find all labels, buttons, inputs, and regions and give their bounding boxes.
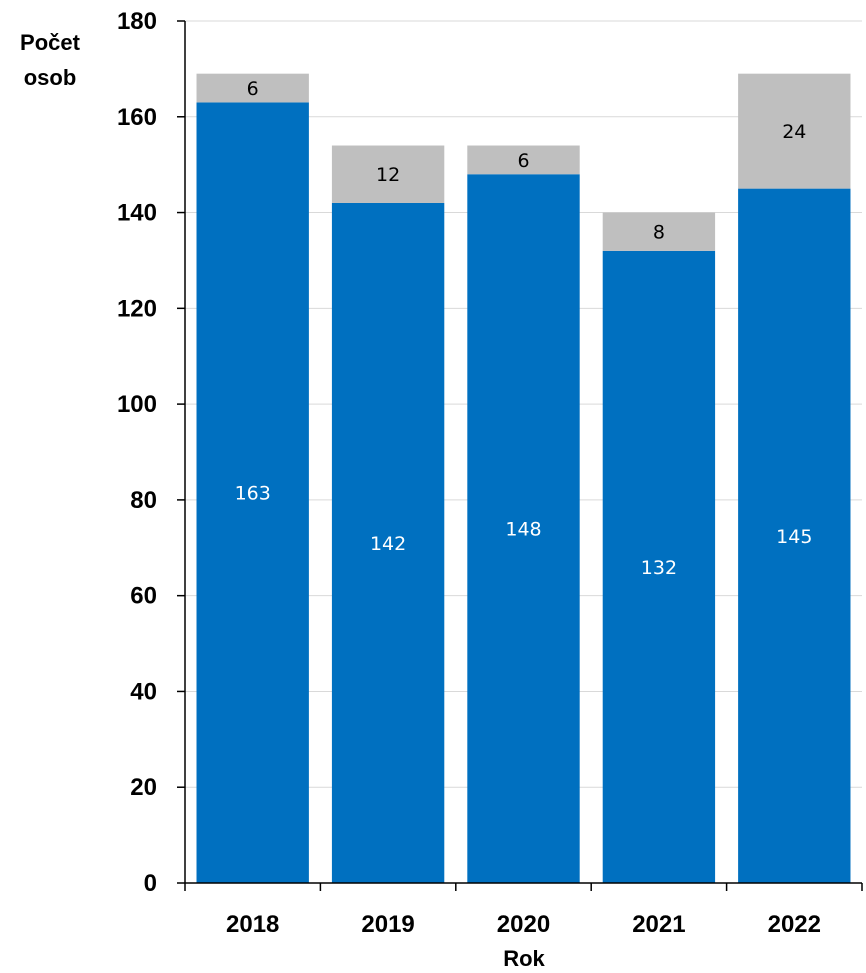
data-label: 148 xyxy=(505,519,541,541)
y-tick-label: 120 xyxy=(117,295,157,322)
y-tick-label: 80 xyxy=(130,487,157,514)
bar-segment-2020-series-1 xyxy=(467,174,580,883)
bar-segment-2021-series-1 xyxy=(602,250,716,883)
x-axis-title: Rok xyxy=(503,946,545,971)
y-axis-title-line-2: osob xyxy=(24,65,77,90)
bar-segment-2019-series-1 xyxy=(331,202,445,883)
x-tick-label: 2022 xyxy=(768,911,821,938)
data-label: 145 xyxy=(776,526,812,548)
bar-segment-2019-series-2 xyxy=(331,145,445,203)
axes xyxy=(184,21,862,884)
bar-segment-2022-series-2 xyxy=(738,73,851,189)
data-labels: 163 6 142 12 148 6 132 8 145 24 xyxy=(235,78,813,579)
data-label: 24 xyxy=(782,121,806,143)
data-label: 142 xyxy=(370,533,406,555)
bars xyxy=(196,73,851,884)
data-label: 163 xyxy=(235,483,271,505)
bar-segment-2021-series-2 xyxy=(602,212,716,251)
y-axis-title-line-1: Počet xyxy=(20,30,81,55)
data-label: 132 xyxy=(641,557,677,579)
bar-segment-2018-series-2 xyxy=(196,73,309,103)
bar-segment-2020-series-2 xyxy=(467,145,580,175)
y-tick-label: 160 xyxy=(117,104,157,131)
y-tick-label: 40 xyxy=(130,678,157,705)
data-label: 8 xyxy=(653,222,665,244)
data-label: 12 xyxy=(376,164,400,186)
axis-ticks: 0 20 40 60 80 100 120 140 160 180 2018 2019 2020 2021… xyxy=(117,8,863,938)
data-label: 6 xyxy=(517,150,529,172)
y-tick-label: 60 xyxy=(130,583,157,610)
y-tick-label: 20 xyxy=(130,774,157,801)
y-tick-label: 140 xyxy=(117,200,157,227)
data-label: 6 xyxy=(247,78,259,100)
y-tick-label: 100 xyxy=(117,391,157,418)
x-tick-label: 2018 xyxy=(226,911,279,938)
y-tick-label: 180 xyxy=(117,8,157,35)
x-tick-label: 2021 xyxy=(632,911,685,938)
y-tick-label: 0 xyxy=(144,870,157,897)
x-tick-label: 2020 xyxy=(497,911,550,938)
bar-segment-2022-series-1 xyxy=(738,188,851,884)
x-tick-label: 2019 xyxy=(361,911,414,938)
bar-segment-2018-series-1 xyxy=(196,102,309,883)
